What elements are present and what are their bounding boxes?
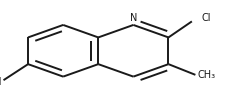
Text: N: N — [130, 13, 137, 23]
Text: Cl: Cl — [0, 77, 2, 87]
Text: Cl: Cl — [201, 13, 211, 23]
Text: CH₃: CH₃ — [198, 70, 216, 80]
